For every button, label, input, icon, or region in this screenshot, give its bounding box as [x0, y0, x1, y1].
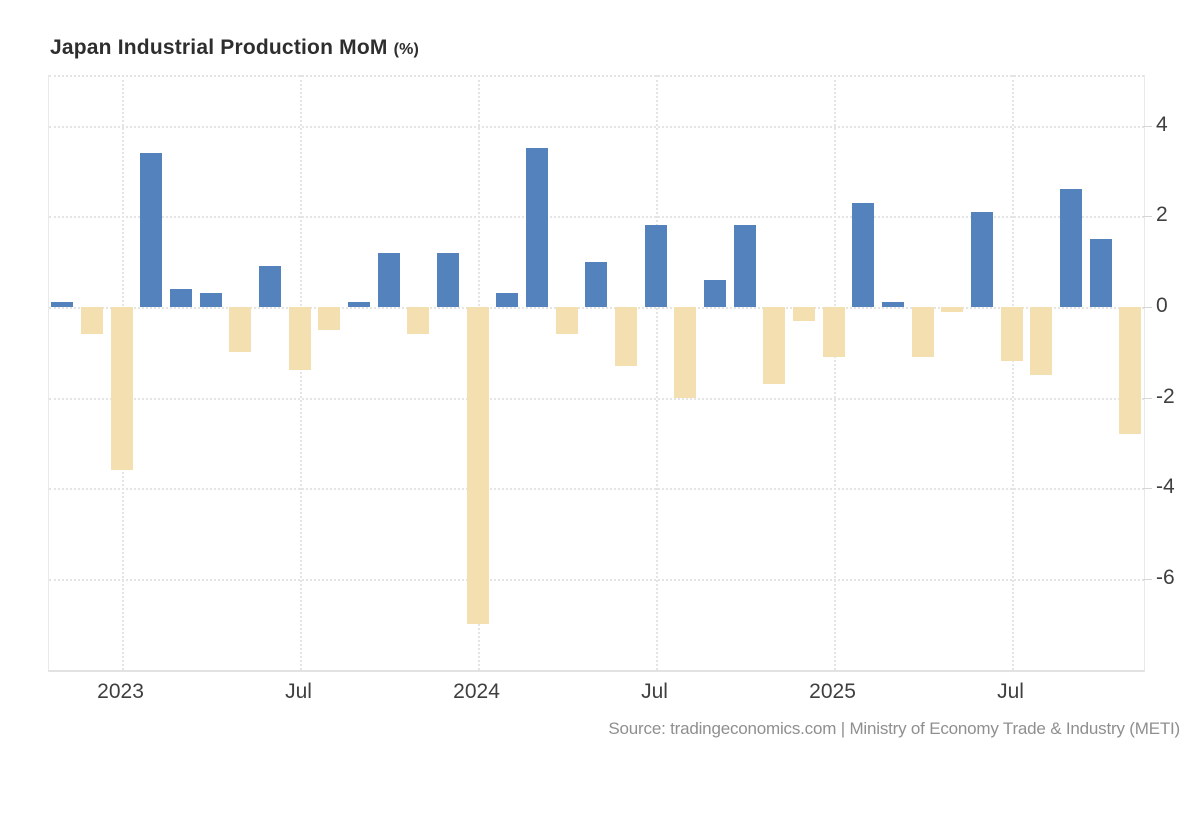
- bar-dec-2023[interactable]: [436, 252, 459, 307]
- x-axis-label-2023: 2023: [97, 680, 144, 703]
- bar-mar-2024[interactable]: [525, 148, 548, 307]
- bar-jul-2024[interactable]: [644, 225, 667, 307]
- bar-dec-2022[interactable]: [80, 307, 103, 335]
- y-axis-label-0: 0: [1156, 294, 1168, 318]
- x-axis-label-2024: 2024: [453, 680, 500, 703]
- bar-feb-2024[interactable]: [496, 293, 519, 307]
- y-axis-label-4: 4: [1156, 112, 1168, 136]
- bar-aug-2023[interactable]: [318, 307, 341, 330]
- bar-oct-2023[interactable]: [377, 252, 400, 307]
- bar-jun-2025[interactable]: [970, 211, 993, 307]
- y-gridline-4: [49, 125, 1144, 128]
- bar-jul-2025[interactable]: [1000, 307, 1023, 362]
- y-gridline--6: [49, 579, 1144, 582]
- bar-jul-2023[interactable]: [288, 307, 311, 371]
- bar-dec-2024[interactable]: [792, 307, 815, 321]
- bar-nov-2025[interactable]: [1119, 307, 1142, 434]
- bar-jan-2025[interactable]: [822, 307, 845, 357]
- bar-mar-2025[interactable]: [881, 302, 904, 307]
- chart-title-unit: (%): [393, 41, 420, 58]
- x-axis-label-Jul: Jul: [997, 680, 1024, 703]
- y-gridline--4: [49, 488, 1144, 491]
- bar-apr-2024[interactable]: [555, 307, 578, 335]
- bar-jun-2023[interactable]: [258, 266, 281, 307]
- x-axis-label-Jul: Jul: [641, 680, 668, 703]
- bar-feb-2025[interactable]: [852, 202, 875, 307]
- y-axis-label--6: -6: [1156, 566, 1175, 590]
- x-axis-label-Jul: Jul: [285, 680, 312, 703]
- bar-aug-2024[interactable]: [674, 307, 697, 398]
- x-gridline-Jul: [1011, 75, 1014, 670]
- bar-nov-2023[interactable]: [407, 307, 430, 335]
- y-axis-tick--6: [1143, 579, 1152, 581]
- bar-sep-2024[interactable]: [703, 279, 726, 307]
- x-gridline-2025: [833, 75, 836, 670]
- bar-may-2025[interactable]: [941, 307, 964, 312]
- y-gridline-2: [49, 216, 1144, 219]
- bar-sep-2025[interactable]: [1059, 189, 1082, 307]
- x-axis-label-2025: 2025: [809, 680, 856, 703]
- bar-nov-2024[interactable]: [763, 307, 786, 385]
- y-axis-tick--4: [1143, 488, 1152, 490]
- bar-may-2023[interactable]: [229, 307, 252, 353]
- y-axis-label-2: 2: [1156, 203, 1168, 227]
- bar-feb-2023[interactable]: [140, 152, 163, 307]
- chart-title-text: Japan Industrial Production MoM: [50, 36, 388, 59]
- bar-jun-2024[interactable]: [614, 307, 637, 366]
- bar-oct-2025[interactable]: [1089, 238, 1112, 307]
- y-axis-tick-2: [1143, 216, 1152, 218]
- y-axis-tick--2: [1143, 397, 1152, 399]
- bar-sep-2023[interactable]: [347, 302, 370, 307]
- bar-jan-2024[interactable]: [466, 307, 489, 625]
- bar-aug-2025[interactable]: [1030, 307, 1053, 376]
- x-gridline-Jul: [655, 75, 658, 670]
- source-attribution: Source: tradingeconomics.com | Ministry …: [608, 719, 1180, 738]
- y-axis-tick-0: [1143, 307, 1152, 308]
- bar-jan-2023[interactable]: [110, 307, 133, 471]
- bar-may-2024[interactable]: [585, 261, 608, 307]
- y-gridline--2: [49, 397, 1144, 400]
- bar-apr-2023[interactable]: [199, 293, 222, 307]
- bar-oct-2024[interactable]: [733, 225, 756, 307]
- y-axis-label--4: -4: [1156, 475, 1175, 499]
- bar-apr-2025[interactable]: [911, 307, 934, 357]
- plot-area: [48, 75, 1145, 672]
- x-gridline-Jul: [299, 75, 302, 670]
- bar-nov-2022[interactable]: [51, 302, 74, 307]
- plot-top-border: [49, 75, 1144, 77]
- y-gridline-0: [49, 307, 1144, 309]
- bar-mar-2023[interactable]: [169, 288, 192, 307]
- y-axis-tick-4: [1143, 125, 1152, 127]
- y-axis-label--2: -2: [1156, 384, 1175, 408]
- chart-title: Japan Industrial Production MoM (%): [50, 36, 419, 60]
